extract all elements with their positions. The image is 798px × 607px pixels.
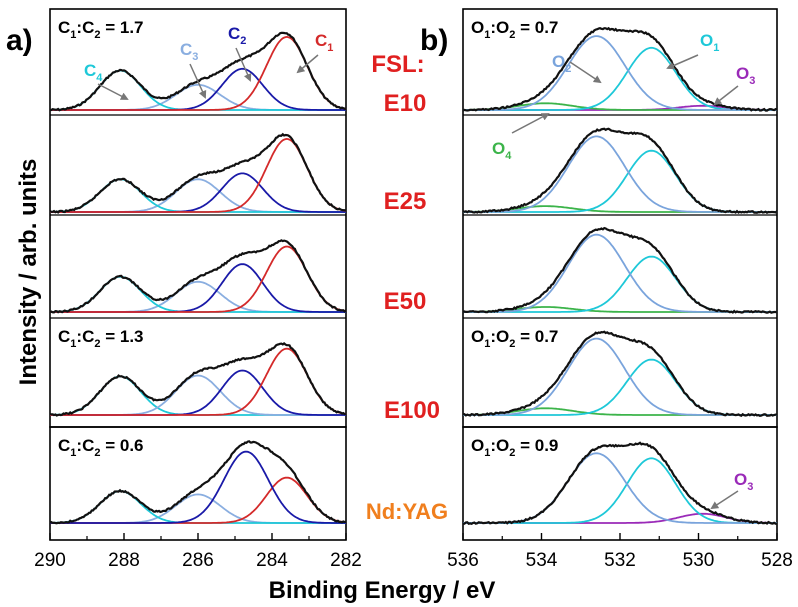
component-c2-e100 <box>50 369 346 416</box>
ratio-label-e100: O1:O2 = 0.7 <box>471 327 558 350</box>
arrow-o3-ndyag <box>710 490 739 510</box>
panel-b-annotations: O2 O1 O3 O4 O3 <box>492 31 755 510</box>
label-c3: C3 <box>180 40 198 63</box>
ratio-label-e10: C1:C2 = 1.7 <box>58 18 144 41</box>
component-o1-e100 <box>463 358 777 416</box>
label-c4: C4 <box>84 61 103 84</box>
label-o2: O2 <box>552 52 571 75</box>
arrow-c1 <box>296 54 319 74</box>
arrow-o3 <box>713 85 739 106</box>
component-c3-e100 <box>50 374 346 416</box>
label-o4: O4 <box>492 139 512 162</box>
component-c1-e100 <box>50 347 347 416</box>
sample-label-e10: E10 <box>384 90 427 117</box>
sample-label-e50: E50 <box>384 288 427 315</box>
ratio-label-e10: O1:O2 = 0.7 <box>471 18 558 41</box>
panel-a-c1s: 290 288 286 284 282 C1:C2 = 1.7 C1:C2 = 1.3 C1:… <box>34 8 362 571</box>
panel-b-label: b) <box>420 24 448 57</box>
sample-label-e100: E100 <box>384 397 440 424</box>
x-tick-label: 536 <box>447 550 479 571</box>
component-o2-e10 <box>463 35 777 111</box>
component-o2-ndyag <box>463 452 777 524</box>
component-c1-e50 <box>50 245 347 313</box>
arrow-c4 <box>97 83 129 100</box>
envelope-e10 <box>462 26 778 112</box>
arrow-o4 <box>511 113 550 134</box>
ratio-label-e100: C1:C2 = 1.3 <box>58 327 144 350</box>
envelope-ndyag <box>462 441 778 526</box>
envelope-e100 <box>462 330 777 417</box>
panel-a-label: a) <box>6 24 33 57</box>
arrow-o1 <box>666 54 699 70</box>
label-o3-ndyag: O3 <box>734 470 753 493</box>
sample-label-e25: E25 <box>384 188 427 215</box>
x-tick-label: 290 <box>34 550 66 571</box>
x-tick-label: 532 <box>604 550 636 571</box>
component-c2-ndyag <box>50 450 346 524</box>
y-axis-label: Intensity / arb. units <box>15 159 42 386</box>
x-tick-label: 284 <box>256 550 288 571</box>
x-tick-label: 288 <box>108 550 140 571</box>
ratio-label-ndyag: O1:O2 = 0.9 <box>471 436 558 459</box>
x-tick-label: 534 <box>526 550 558 571</box>
x-tick-label: 530 <box>683 550 715 571</box>
sample-label-ndyag: Nd:YAG <box>366 499 448 524</box>
x-tick-label: 286 <box>182 550 214 571</box>
label-o1: O1 <box>700 31 719 54</box>
envelope-e50 <box>462 226 778 314</box>
envelope-e25 <box>462 127 778 214</box>
panel-a-annotations: C4 C3 C2 C1 <box>84 24 333 100</box>
component-o2-e50 <box>463 233 777 313</box>
x-tick-label: 282 <box>330 550 362 571</box>
envelope-ndyag <box>49 440 347 525</box>
label-o3: O3 <box>736 64 755 87</box>
component-c2-e50 <box>50 263 346 313</box>
envelope-e50 <box>49 239 347 314</box>
component-o1-ndyag <box>463 457 777 524</box>
label-c1: C1 <box>315 31 333 54</box>
frame-top-group <box>462 8 778 428</box>
component-c4-e25 <box>50 178 346 213</box>
component-c4-e100 <box>50 375 346 416</box>
component-c3-e25 <box>50 178 346 213</box>
envelope-e25 <box>49 132 347 214</box>
component-o2-e25 <box>463 135 777 213</box>
ratio-label-ndyag: C1:C2 = 0.6 <box>58 436 144 459</box>
component-o1-e50 <box>463 255 777 313</box>
envelope-e100 <box>49 341 347 417</box>
x-tick-label: 528 <box>761 550 793 571</box>
component-o2-e100 <box>463 337 777 416</box>
x-axis-label: Binding Energy / eV <box>269 577 496 604</box>
arrow-c2 <box>235 47 252 82</box>
fsl-heading: FSL: <box>371 51 424 78</box>
arrow-o2 <box>569 61 602 84</box>
panel-b-o1s: 536 534 532 530 528 O1:O2 = 0.7 O1:O2 = 0.7 O1:… <box>447 8 793 571</box>
arrow-c3 <box>189 63 207 99</box>
component-c4-ndyag <box>50 490 346 524</box>
label-c2: C2 <box>228 24 246 47</box>
